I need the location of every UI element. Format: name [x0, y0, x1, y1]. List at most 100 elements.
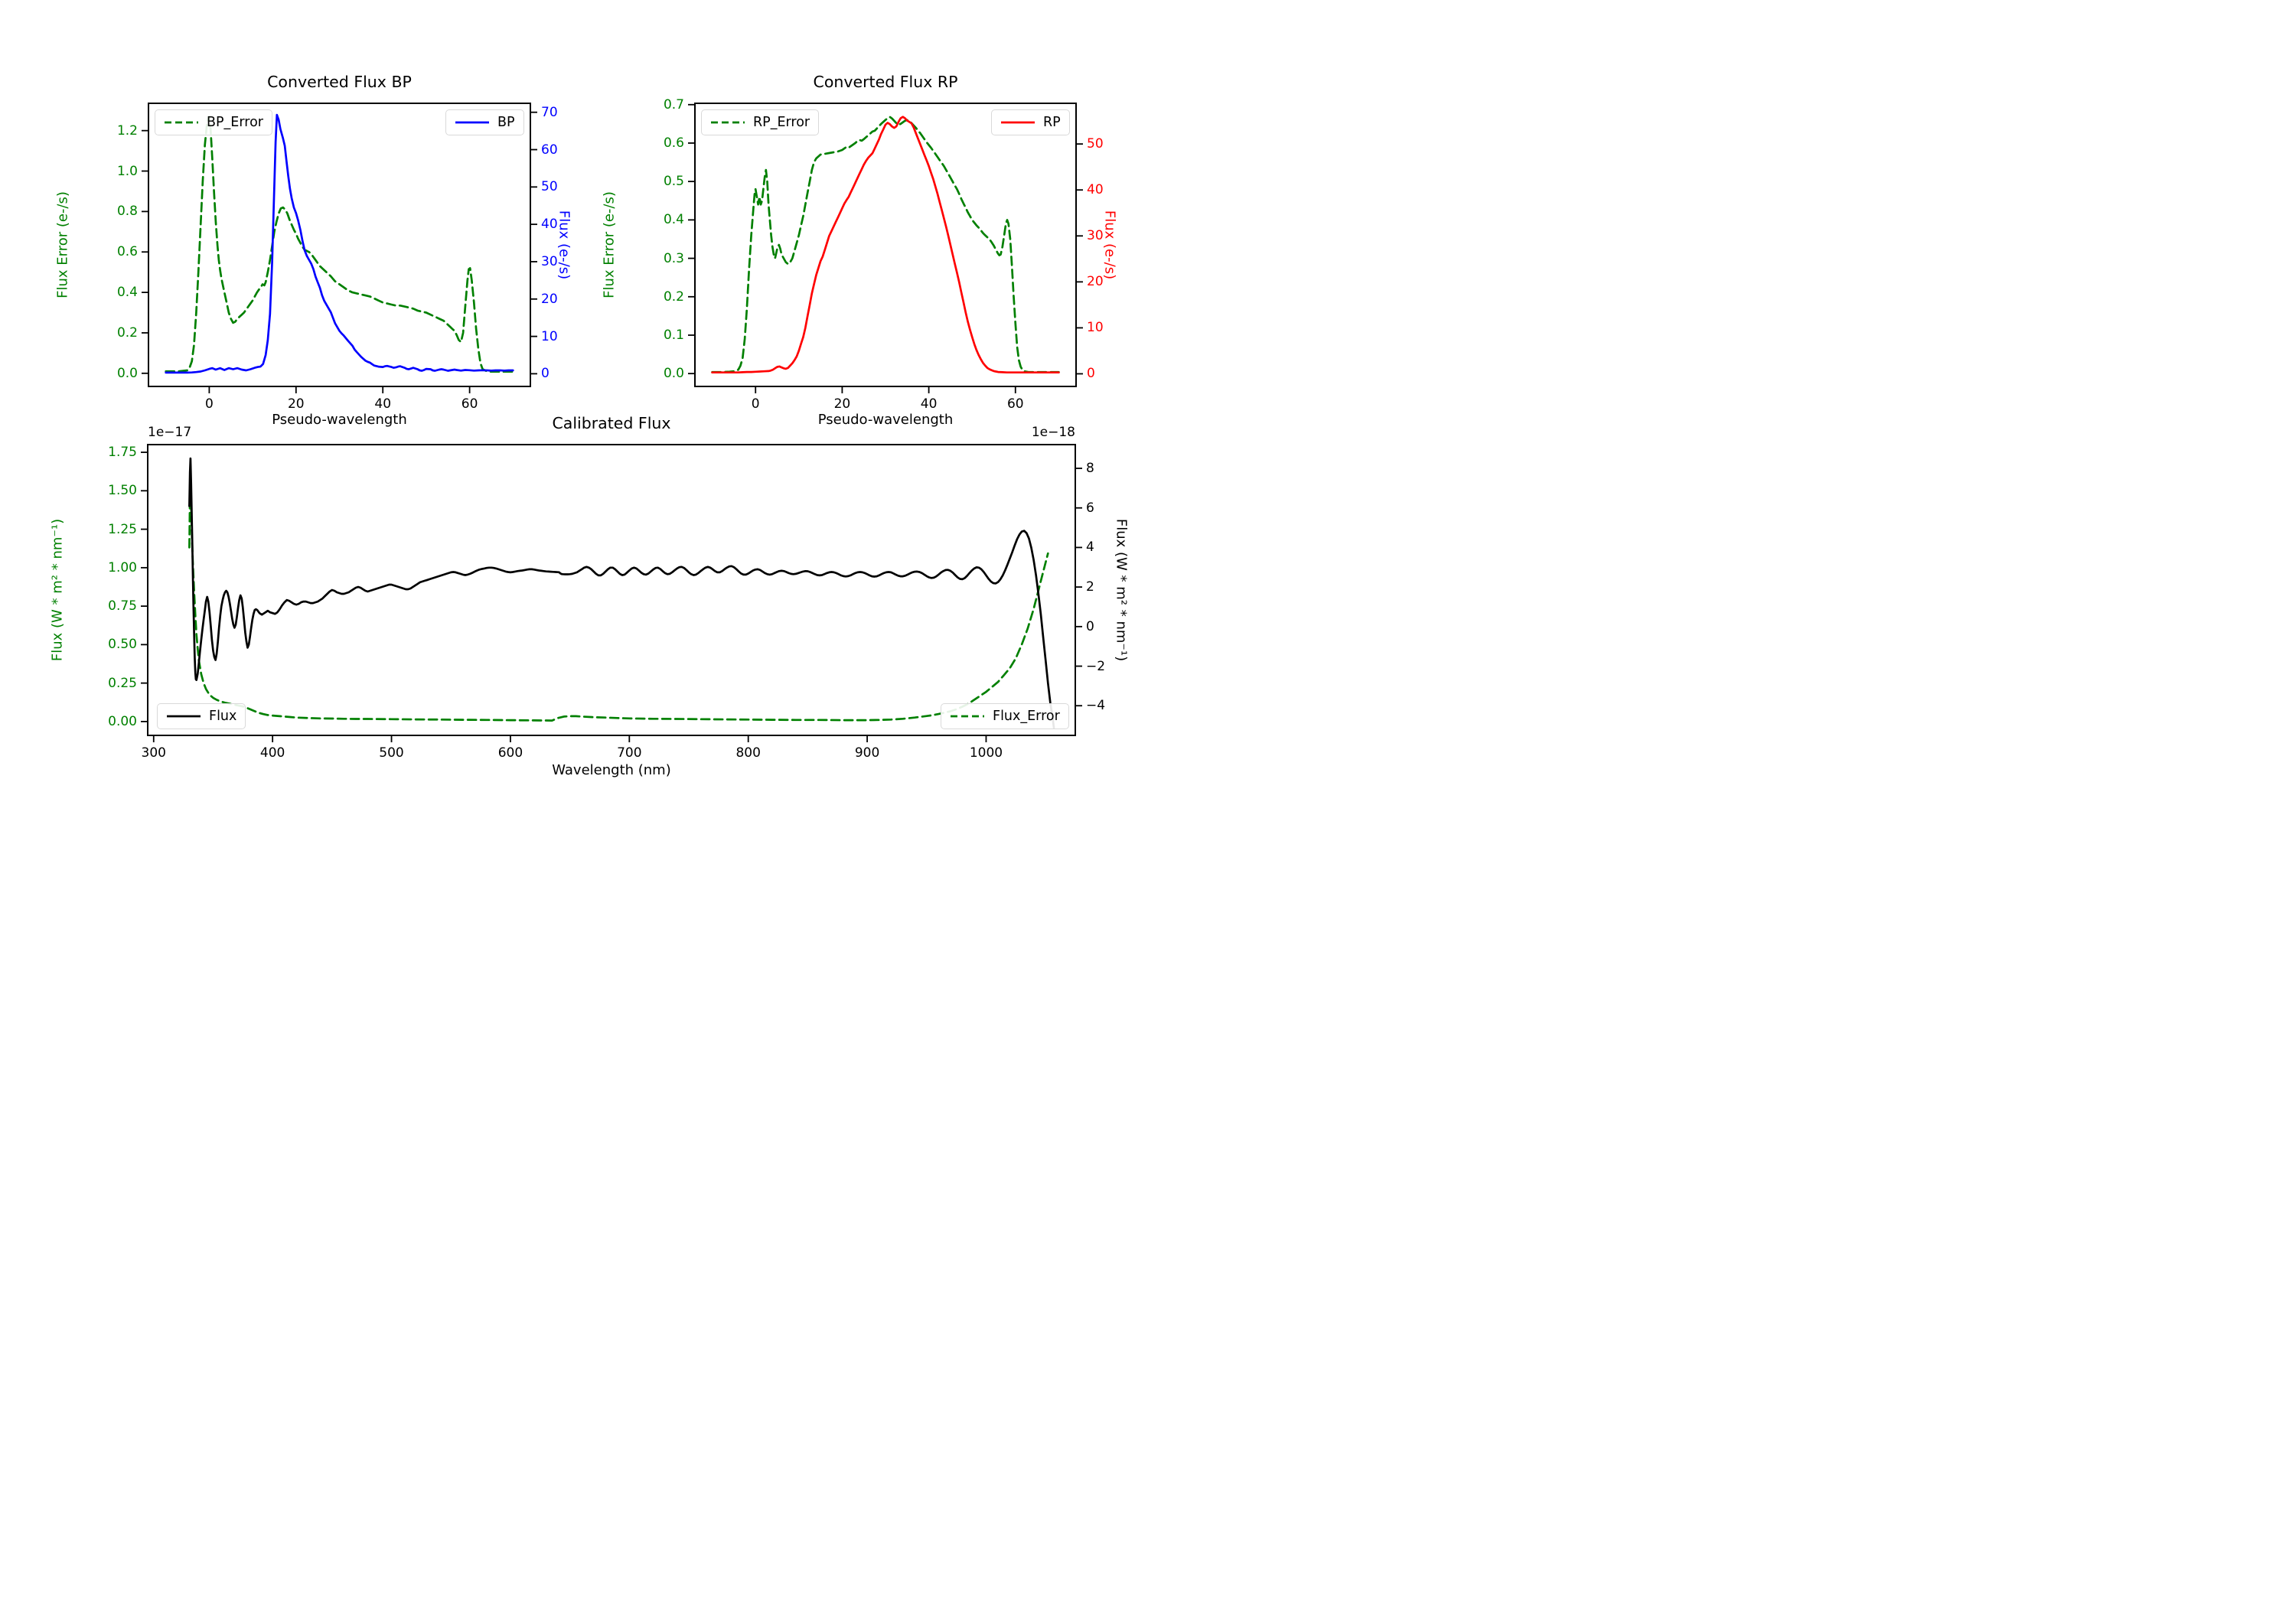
x-tick-label-cal-1000: 1000 — [969, 745, 1003, 761]
y-tick-label-left-bp-0.4: 0.4 — [116, 285, 138, 301]
x-axis-label-calibrated: Wavelength (nm) — [552, 762, 671, 778]
y-axis-label-left-calibrated: Flux (W * m² * nm⁻¹) — [49, 518, 66, 662]
series-RP-line — [711, 116, 1060, 374]
x-axis-label-rp: Pseudo-wavelength — [817, 412, 954, 428]
y-tick-label-right-bp-40: 40 — [541, 217, 558, 233]
y-axis-label-left-bp: Flux Error (e-/s) — [54, 191, 71, 298]
x-tick-label-bp-0: 0 — [204, 396, 214, 412]
y-tick-label-left-cal-1.75: 1.75 — [108, 445, 137, 461]
series-BP-line — [165, 113, 514, 374]
x-tick-label-cal-600: 600 — [497, 745, 523, 761]
y-tick-label-left-cal-0.75: 0.75 — [108, 598, 137, 614]
y-tick-label-left-bp-1: 1.0 — [116, 163, 138, 179]
legend-sample-line-RP_Error — [711, 121, 745, 124]
plot-title-rp: Converted Flux RP — [813, 73, 958, 91]
legend-RP_Error: RP_Error — [701, 109, 820, 135]
y-tick-label-left-rp-0.5: 0.5 — [663, 174, 684, 190]
y-tick-label-left-bp-0.6: 0.6 — [116, 244, 138, 260]
x-axis-label-bp: Pseudo-wavelength — [272, 412, 407, 428]
x-tick-label-cal-400: 400 — [259, 745, 285, 761]
y-tick-label-right-bp-70: 70 — [541, 104, 558, 120]
y-tick-label-right-bp-20: 20 — [541, 291, 558, 307]
y-tick-label-left-bp-0.2: 0.2 — [116, 324, 138, 341]
y-tick-label-right-cal-6: 6 — [1086, 500, 1094, 516]
y-axis-label-right-bp: Flux (e-/s) — [556, 210, 572, 280]
y-tick-label-right-rp-40: 40 — [1087, 182, 1104, 198]
legend-label-Flux: Flux — [209, 709, 237, 724]
legend-Flux: Flux — [157, 703, 246, 729]
y-tick-label-right-cal-8: 8 — [1086, 461, 1094, 477]
y-tick-label-right-cal-4: 4 — [1086, 539, 1094, 556]
y-axis-label-right-rp: Flux (e-/s) — [1101, 210, 1118, 280]
legend-Flux_Error: Flux_Error — [941, 703, 1069, 729]
series-Flux-line — [188, 457, 1055, 729]
x-tick-label-bp-60: 60 — [461, 396, 478, 412]
plot-frame-rp — [694, 103, 1077, 387]
y-tick-label-left-cal-1.5: 1.50 — [108, 483, 137, 499]
legend-label-Flux_Error: Flux_Error — [993, 709, 1060, 724]
series-BP_Error-line — [165, 115, 514, 373]
figure-canvas: Converted Flux BP Flux Error (e-/s) Flux… — [0, 0, 1148, 804]
x-tick-label-cal-500: 500 — [379, 745, 404, 761]
legend-BP: BP — [445, 109, 524, 135]
legend-sample-line-RP — [1001, 121, 1035, 124]
y-tick-label-right-rp-20: 20 — [1087, 274, 1104, 290]
y-tick-label-right-cal-2: 2 — [1086, 579, 1094, 595]
y-tick-label-left-bp-0.8: 0.8 — [116, 204, 138, 220]
y-tick-label-left-bp-1.2: 1.2 — [116, 122, 138, 139]
x-tick-label-bp-40: 40 — [374, 396, 392, 412]
y-tick-label-left-rp-0.7: 0.7 — [663, 96, 684, 112]
legend-sample-line-BP_Error — [165, 121, 198, 124]
y-tick-label-right-bp-60: 60 — [541, 142, 558, 158]
y-tick-label-left-rp-0.6: 0.6 — [663, 135, 684, 151]
x-tick-label-rp-20: 20 — [833, 396, 851, 412]
x-tick-label-cal-700: 700 — [617, 745, 642, 761]
y-tick-label-right-bp-50: 50 — [541, 179, 558, 195]
y-tick-label-right-bp-30: 30 — [541, 253, 558, 269]
legend-label-BP: BP — [497, 115, 515, 130]
y-tick-label-right-rp-0: 0 — [1087, 366, 1095, 382]
y-tick-label-right-bp-0: 0 — [541, 366, 550, 382]
y-tick-label-right-rp-50: 50 — [1087, 136, 1104, 152]
legend-label-RP_Error: RP_Error — [753, 115, 810, 130]
plot-frame-bp — [148, 103, 531, 387]
x-tick-label-cal-800: 800 — [735, 745, 761, 761]
legend-sample-line-Flux_Error — [951, 715, 984, 718]
y-tick-label-left-cal-1: 1.00 — [108, 559, 137, 575]
y-tick-label-left-cal-0: 0.00 — [108, 713, 137, 729]
legend-BP_Error: BP_Error — [155, 109, 272, 135]
y-tick-label-right-rp-10: 10 — [1087, 320, 1104, 336]
y-tick-label-left-rp-0: 0.0 — [663, 366, 684, 382]
y-tick-label-left-cal-0.5: 0.50 — [108, 637, 137, 653]
y-axis-label-left-rp: Flux Error (e-/s) — [601, 191, 618, 298]
axis-offset-1e-18: 1e−18 — [1031, 425, 1075, 440]
y-tick-label-right-bp-10: 10 — [541, 328, 558, 344]
x-tick-label-cal-900: 900 — [854, 745, 880, 761]
series-Flux_Error-line — [188, 479, 1049, 722]
y-tick-label-left-rp-0.3: 0.3 — [663, 250, 684, 266]
y-tick-label-left-rp-0.4: 0.4 — [663, 212, 684, 228]
y-tick-label-right-cal-0: 0 — [1086, 618, 1094, 634]
axis-offset-1e-17: 1e−17 — [148, 425, 192, 440]
x-tick-label-rp-40: 40 — [920, 396, 938, 412]
series-RP_Error-line — [711, 116, 1060, 373]
legend-RP: RP — [991, 109, 1070, 135]
x-tick-label-bp-20: 20 — [287, 396, 305, 412]
legend-label-BP_Error: BP_Error — [207, 115, 263, 130]
y-tick-label-right-cal--2: −2 — [1086, 658, 1106, 674]
y-tick-label-left-cal-1.25: 1.25 — [108, 521, 137, 537]
y-tick-label-left-rp-0.2: 0.2 — [663, 288, 684, 305]
y-tick-label-left-rp-0.1: 0.1 — [663, 327, 684, 343]
y-tick-label-left-cal-0.25: 0.25 — [108, 675, 137, 691]
plot-title-bp: Converted Flux BP — [267, 73, 412, 91]
legend-sample-line-BP — [455, 121, 489, 124]
plot-frame-cal — [147, 444, 1076, 736]
plot-title-calibrated: Calibrated Flux — [552, 414, 671, 432]
y-tick-label-right-cal--4: −4 — [1086, 698, 1106, 714]
y-axis-label-right-calibrated: Flux (W * m² * nm⁻¹) — [1113, 518, 1130, 662]
legend-sample-line-Flux — [167, 715, 201, 718]
y-tick-label-left-bp-0: 0.0 — [116, 365, 138, 381]
legend-label-RP: RP — [1043, 115, 1061, 130]
x-tick-label-cal-300: 300 — [141, 745, 166, 761]
x-tick-label-rp-60: 60 — [1006, 396, 1024, 412]
